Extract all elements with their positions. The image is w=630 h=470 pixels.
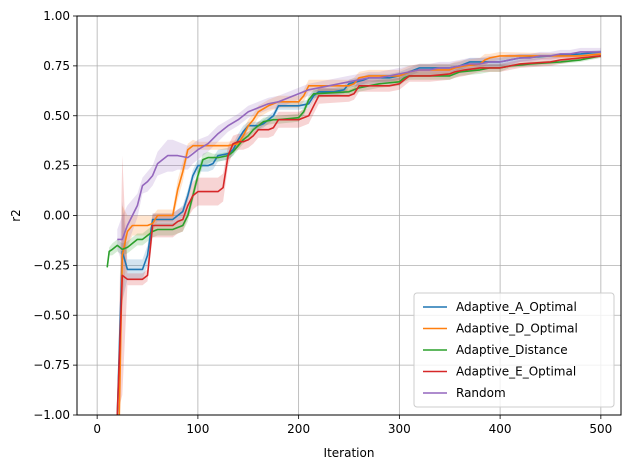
y-tick-label: −0.25	[33, 258, 70, 272]
y-tick-label: −0.75	[33, 358, 70, 372]
legend-label: Random	[456, 386, 506, 400]
legend-label: Adaptive_D_Optimal	[456, 322, 578, 336]
series-lines	[106, 51, 602, 416]
series-line-adaptive-distance	[106, 55, 602, 268]
y-tick-label: 0.00	[43, 209, 70, 223]
series-line-random	[117, 51, 601, 241]
legend-label: Adaptive_Distance	[456, 343, 568, 357]
y-tick-label: 0.75	[43, 59, 70, 73]
y-tick-label: 0.50	[43, 109, 70, 123]
x-tick-label: 500	[589, 422, 612, 436]
x-tick-label: 400	[489, 422, 512, 436]
series-line-adaptive-e-optimal	[116, 55, 601, 416]
x-tick-label: 300	[388, 422, 411, 436]
y-tick-label: −1.00	[33, 408, 70, 422]
legend: Adaptive_A_Optimal Adaptive_D_Optimal Adap…	[413, 292, 615, 408]
legend-label: Adaptive_A_Optimal	[456, 300, 577, 314]
x-axis-label: Iteration	[324, 446, 375, 460]
y-tick-label: 1.00	[43, 9, 70, 23]
y-tick-label: 0.25	[43, 159, 70, 173]
legend-box	[413, 292, 615, 408]
x-tick-label: 200	[287, 422, 310, 436]
y-axis-ticks: −1.00 −0.75 −0.50 −0.25 0.00 0.25 0.50 0.75 1.00	[33, 9, 77, 422]
band-adaptive-distance	[107, 53, 601, 268]
x-axis-ticks: 0 100 200 300 400 500	[93, 415, 612, 436]
x-tick-label: 100	[186, 422, 209, 436]
series-line-adaptive-d-optimal	[118, 53, 601, 416]
y-axis-label: r2	[9, 209, 23, 222]
y-tick-label: −0.50	[33, 308, 70, 322]
x-tick-label: 0	[93, 422, 101, 436]
legend-label: Adaptive_E_Optimal	[456, 365, 576, 379]
